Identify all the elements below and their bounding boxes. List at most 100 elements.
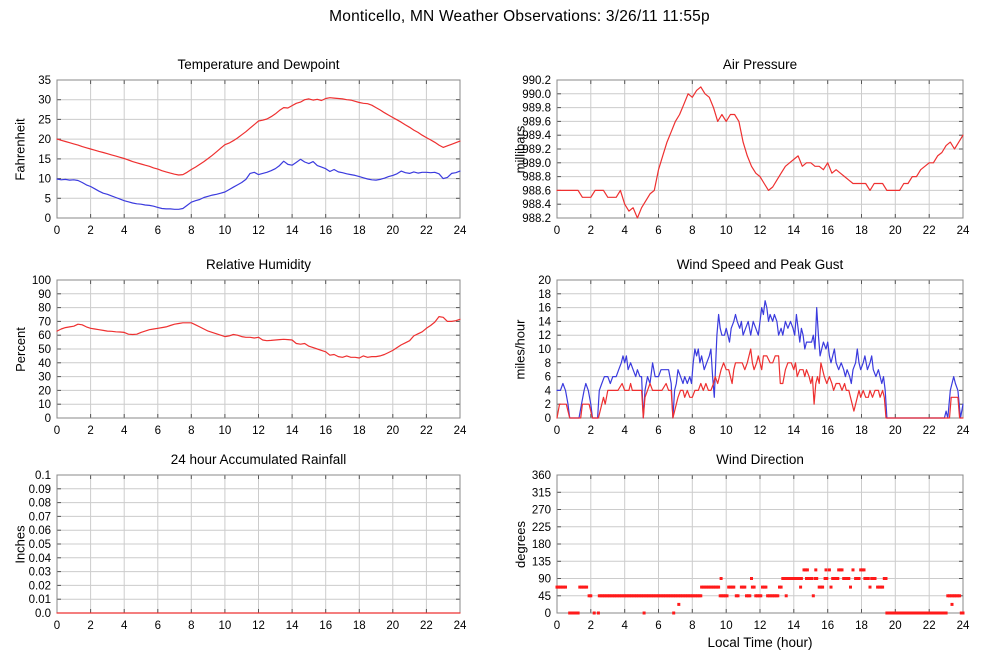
scatter-dot [581,585,585,589]
chart-title-temperature-dewpoint: Temperature and Dewpoint [177,57,340,72]
x-tick-label: 4 [621,425,628,437]
scatter-dot [614,594,618,598]
x-tick-label: 6 [655,620,661,632]
scatter-dot [961,611,965,615]
scatter-dot [607,594,611,598]
x-tick-label: 16 [821,620,834,632]
scatter-dot [786,577,790,580]
scatter-dot [887,611,891,615]
scatter-dot [613,594,616,598]
x-tick-label: 18 [855,225,868,237]
scatter-dot [657,594,660,598]
scatter-dot [682,594,686,598]
scatter-dot [569,611,573,615]
y-tick-label: 6 [545,372,551,384]
scatter-dot [920,611,924,615]
scatter-dot [905,611,909,615]
scatter-dot [855,577,859,580]
scatter-dot [915,611,919,615]
scatter-dot [690,594,694,598]
x-tick-label: 4 [621,620,628,632]
x-tick-label: 24 [454,620,467,632]
y-tick-label: 90 [538,574,551,586]
scatter-dot [684,594,688,598]
scatter-dot [817,585,821,589]
y-tick-label: 180 [532,539,551,551]
panel-air-pressure: Air Pressure millibars 0 2 4 6 8 10 12 14 16 18 20… [500,55,999,255]
y-tick-label: 988.8 [522,172,551,184]
scatter-dot [926,611,929,615]
x-tick-label: 2 [87,225,93,237]
scatter-dot [876,585,880,589]
scatter-dot [866,577,870,580]
x-tick-label: 10 [219,620,232,632]
y-tick-label: 0 [545,413,551,425]
scatter-dot [689,594,693,598]
scatter-dot [794,577,798,580]
series-line-humidity [56,315,461,359]
scatter-dot [798,577,802,580]
x-tick-label: 14 [286,425,299,437]
scatter-dot [752,585,756,589]
y-tick-label: 225 [532,522,551,534]
chart-title-air-pressure: Air Pressure [722,57,798,72]
scatter-dot [815,577,819,580]
x-tick-label: 20 [889,425,902,437]
scatter-dot [936,611,940,615]
scatter-dot [910,611,914,615]
scatter-dot [821,585,825,589]
x-tick-label: 8 [188,620,194,632]
x-tick-label: 0 [554,620,560,632]
y-tick-label: 30 [38,95,51,107]
x-tick-label: 18 [855,425,868,437]
scatter-dot [638,594,642,598]
scatter-dot [767,594,771,598]
scatter-dot [865,577,869,580]
scatter-dot [879,585,883,589]
panel-wind-direction: Wind Direction degrees 0 2 4 6 8 10 12 14 16 18 20… [500,450,999,659]
scatter-dot [668,594,672,598]
scatter-dot [824,568,828,572]
scatter-dot [759,594,763,598]
scatter-dot [648,594,652,598]
scatter-dot [942,611,946,615]
scatter-dot [781,577,785,580]
scatter-dot [585,585,589,589]
scatter-dot [796,577,800,580]
scatter-dot [888,611,892,615]
y-tick-label: 20 [38,385,51,397]
scatter-dot [712,585,715,589]
scatter-dot [673,594,677,598]
scatter-dot [717,585,721,589]
series-line-pressure [556,86,964,219]
scatter-dot [642,611,646,615]
y-tick-label: 20 [38,134,51,146]
x-tick-label: 20 [386,620,399,632]
scatter-dot [791,577,795,580]
x-tick-label: 6 [155,425,161,437]
scatter-dot [789,577,793,580]
y-tick-label: 989.4 [522,130,551,142]
y-tick-label: 0.1 [35,470,51,482]
scatter-dot [827,568,831,572]
scatter-dot [619,594,623,598]
scatter-dot [836,577,840,580]
tick-labels: 0 2 4 6 8 10 12 14 16 18 20 22 240459013518022527031… [532,470,970,632]
y-tick-label: 50 [38,344,51,356]
series-line-dewpoint [56,158,461,210]
plot-border [556,79,964,219]
scatter-dot [937,611,941,615]
scatter-dot [653,594,657,598]
x-tick-label: 10 [219,425,232,437]
scatter-dot [799,585,803,589]
scatter-dot [573,611,577,615]
series-group [556,300,964,419]
scatter-dot [635,594,638,598]
x-tick-label: 18 [353,425,366,437]
y-tick-label: 990.0 [522,89,551,101]
scatter-dot [890,611,894,615]
x-tick-label: 4 [121,620,128,632]
scatter-dot [805,577,808,580]
scatter-dot [784,577,788,580]
